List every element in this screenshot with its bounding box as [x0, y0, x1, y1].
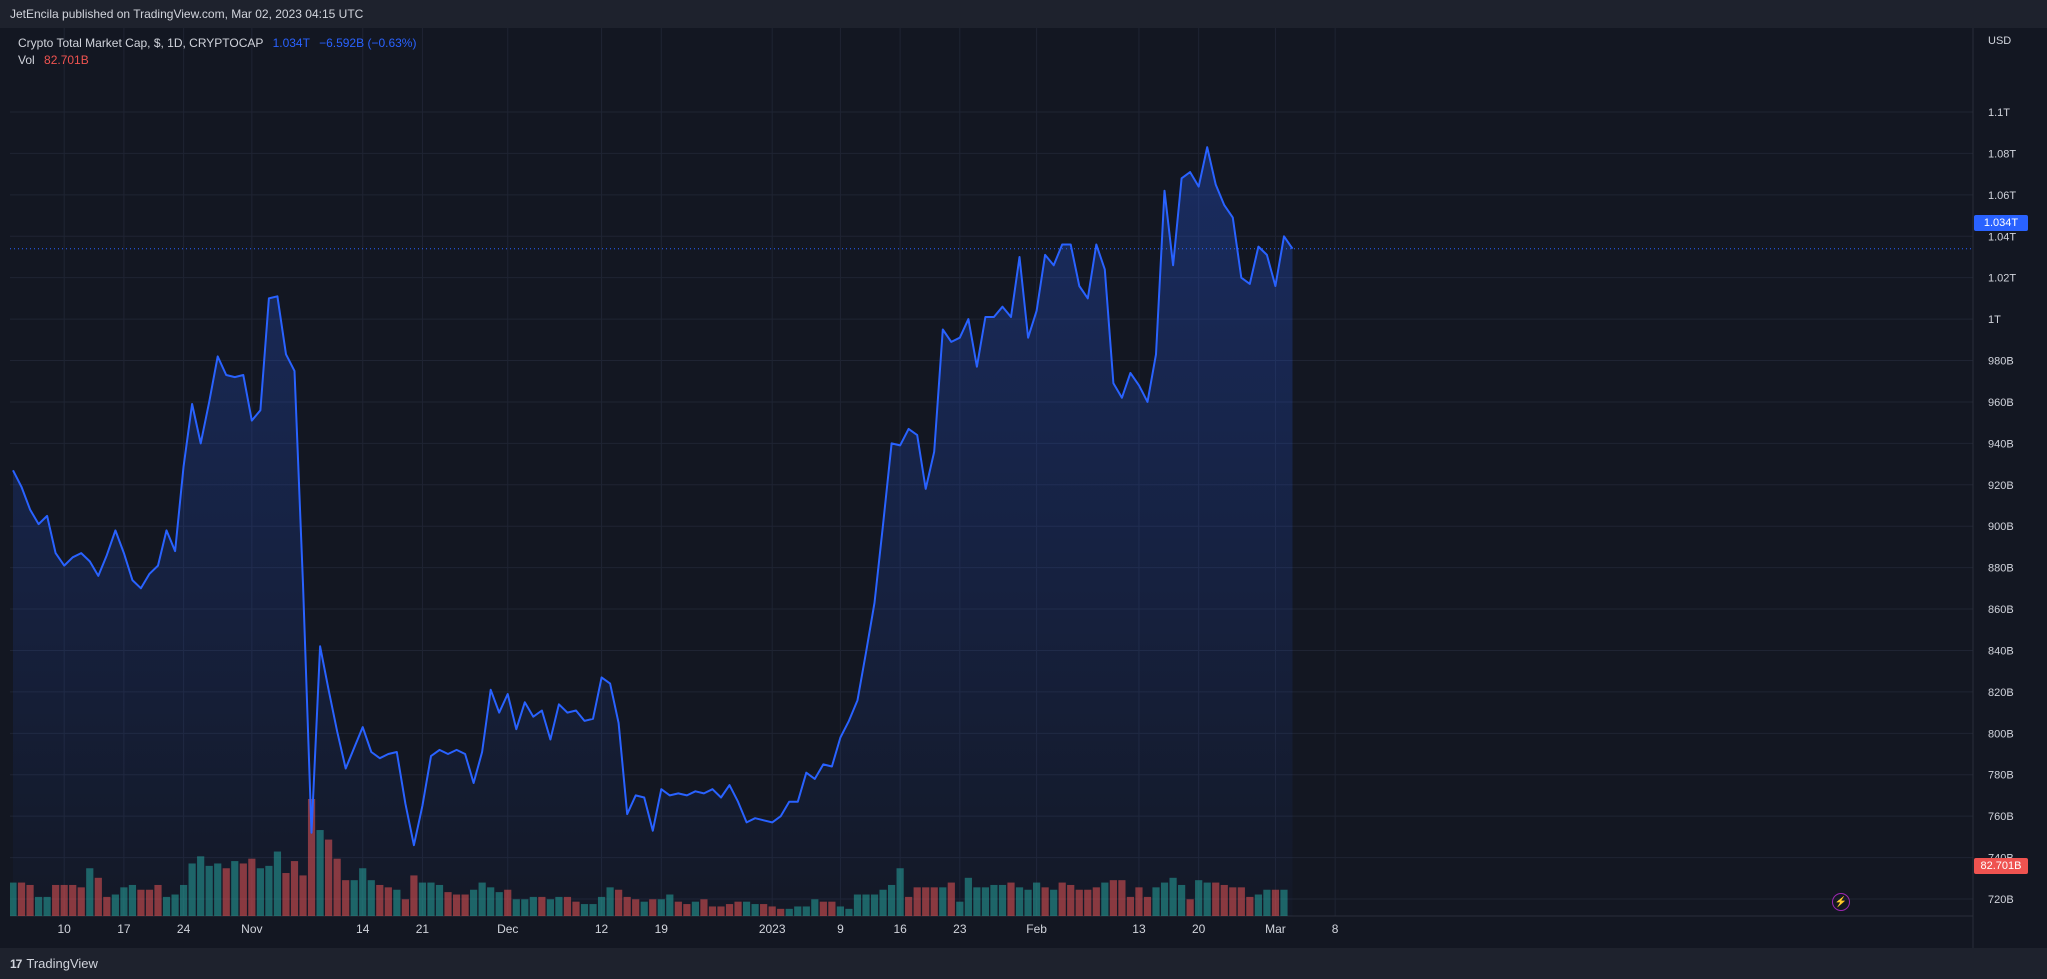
y-tick-label: 840B	[1988, 645, 2014, 657]
x-tick-label: 16	[893, 922, 907, 936]
y-tick-label: 720B	[1988, 894, 2014, 906]
x-tick-label: 9	[837, 922, 844, 936]
last-value: 1.034T	[272, 36, 310, 50]
y-unit-label: USD	[1988, 35, 2011, 47]
x-tick-label: 13	[1132, 922, 1146, 936]
y-tick-label: 920B	[1988, 480, 2014, 492]
price-chart[interactable]: 720B740B760B780B800B820B840B860B880B900B…	[10, 28, 2047, 948]
y-tick-label: 880B	[1988, 563, 2014, 575]
tradingview-logo-icon: 17	[10, 956, 22, 971]
chart-area[interactable]: 720B740B760B780B800B820B840B860B880B900B…	[10, 28, 2047, 948]
x-tick-label: 2023	[759, 922, 786, 936]
y-tick-label: 760B	[1988, 811, 2014, 823]
y-tick-label: 980B	[1988, 356, 2014, 368]
y-tick-label: 960B	[1988, 397, 2014, 409]
x-tick-label: Dec	[497, 922, 518, 936]
x-tick-label: Feb	[1026, 922, 1047, 936]
x-tick-label: 24	[177, 922, 191, 936]
y-tick-label: 1T	[1988, 314, 2001, 326]
chart-legend: Crypto Total Market Cap, $, 1D, CRYPTOCA…	[18, 35, 416, 69]
x-tick-label: 12	[595, 922, 609, 936]
brand-label: TradingView	[26, 956, 98, 971]
last-price-tag: 1.034T	[1974, 215, 2028, 231]
x-tick-label: 19	[655, 922, 669, 936]
publisher-bar: JetEncila published on TradingView.com, …	[0, 0, 2047, 28]
footer-bar: 17 TradingView	[0, 948, 2047, 979]
x-tick-label: 21	[416, 922, 430, 936]
price-line	[12, 146, 1294, 847]
y-tick-label: 1.04T	[1988, 231, 2016, 243]
x-tick-label: 20	[1192, 922, 1206, 936]
change-value: −6.592B (−0.63%)	[319, 36, 417, 50]
tradingview-logo[interactable]: 17 TradingView	[10, 956, 98, 971]
symbol-label[interactable]: Crypto Total Market Cap, $, 1D, CRYPTOCA…	[18, 36, 264, 50]
y-tick-label: 1.06T	[1988, 190, 2016, 202]
x-tick-label: 17	[117, 922, 131, 936]
y-tick-label: 1.02T	[1988, 273, 2016, 285]
lightning-icon[interactable]: ⚡	[1832, 893, 1850, 911]
x-tick-label: Mar	[1265, 922, 1286, 936]
y-tick-label: 1.08T	[1988, 148, 2016, 160]
volume-value: 82.701B	[44, 53, 89, 67]
x-tick-label: 8	[1332, 922, 1339, 936]
y-tick-label: 940B	[1988, 438, 2014, 450]
x-tick-label: 23	[953, 922, 967, 936]
x-tick-label: 14	[356, 922, 370, 936]
volume-tag: 82.701B	[1974, 858, 2028, 874]
x-tick-label: 10	[58, 922, 72, 936]
x-tick-label: Nov	[241, 922, 262, 936]
y-tick-label: 900B	[1988, 521, 2014, 533]
y-tick-label: 780B	[1988, 770, 2014, 782]
volume-label[interactable]: Vol	[18, 53, 35, 67]
publisher-text: JetEncila published on TradingView.com, …	[10, 7, 364, 21]
price-area-fill	[13, 147, 1293, 916]
y-tick-label: 820B	[1988, 687, 2014, 699]
y-tick-label: 860B	[1988, 604, 2014, 616]
y-tick-label: 800B	[1988, 728, 2014, 740]
y-tick-label: 1.1T	[1988, 107, 2010, 119]
